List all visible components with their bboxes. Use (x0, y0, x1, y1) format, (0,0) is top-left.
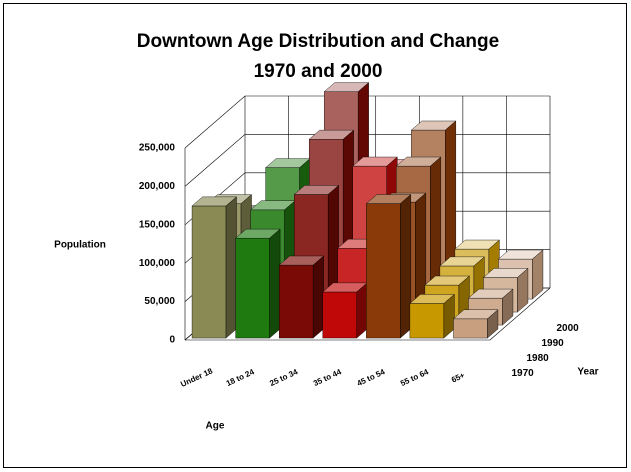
bar-side (487, 309, 499, 339)
bar-side (269, 228, 281, 339)
bar-front (453, 318, 488, 339)
y-axis-label: Population (54, 240, 106, 251)
z-tick-label: 2000 (557, 323, 580, 334)
bar-side (517, 267, 529, 313)
bar-front (278, 264, 314, 339)
z-tick-label: 1970 (512, 368, 535, 379)
bar (452, 309, 499, 339)
bar-side (400, 194, 412, 339)
z-axis-label: Year (577, 367, 598, 378)
y-tick-label: 0 (169, 335, 175, 346)
chart-subtitle: 1970 and 2000 (254, 61, 383, 82)
bar (191, 196, 238, 339)
bar-front (366, 203, 401, 339)
y-tick-label: 200,000 (139, 181, 176, 192)
bar-side (502, 288, 514, 326)
z-tick-label: 1980 (527, 353, 550, 364)
bar-front (409, 303, 445, 339)
chart-title: Downtown Age Distribution and Change (137, 31, 499, 52)
bar (235, 228, 281, 339)
bar-side (356, 282, 368, 339)
y-tick-label: 150,000 (139, 219, 176, 230)
bar (365, 194, 412, 339)
bar (278, 255, 325, 339)
bar-front (322, 291, 357, 339)
bar (322, 282, 368, 339)
x-axis-label: Age (206, 421, 225, 432)
y-tick-label: 50,000 (144, 296, 175, 307)
y-tick-label: 250,000 (139, 143, 176, 154)
grid-line (184, 95, 550, 149)
bar-front (191, 205, 227, 339)
bar-side (312, 255, 324, 339)
bar-front (235, 238, 270, 339)
bar (409, 293, 455, 339)
y-tick-label: 100,000 (139, 258, 176, 269)
z-tick-label: 1990 (542, 338, 565, 349)
floor-edge (489, 287, 551, 341)
bar-side (532, 249, 544, 300)
bar-side (225, 196, 237, 339)
